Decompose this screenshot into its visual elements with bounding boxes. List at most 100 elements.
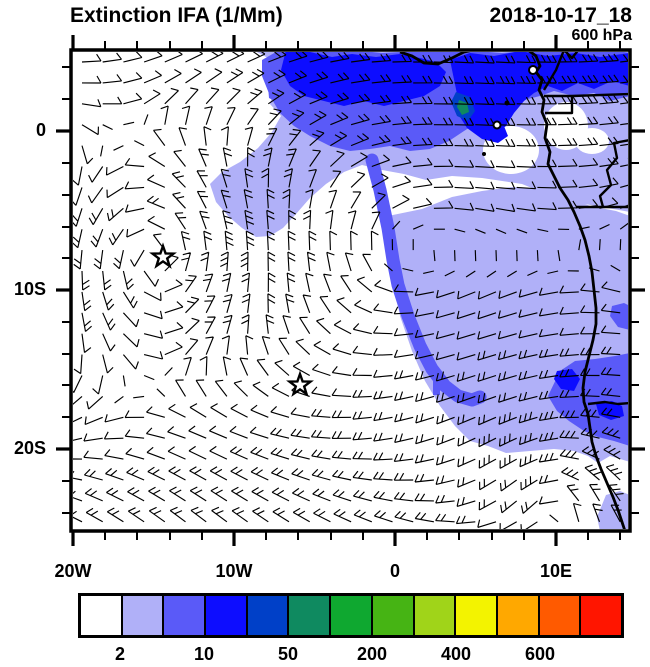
wind-barb — [283, 168, 293, 188]
wind-barb — [331, 410, 352, 419]
wind-barb — [124, 157, 145, 168]
colorbar-cell — [206, 596, 248, 635]
wind-barb — [414, 512, 434, 523]
wind-barb — [309, 149, 321, 167]
wind-barb — [477, 331, 497, 340]
wind-barb — [435, 371, 455, 382]
wind-barb — [312, 488, 331, 502]
colorbar-cell — [497, 596, 540, 635]
country-border — [545, 96, 574, 115]
wind-barb — [164, 301, 184, 314]
wind-barb — [352, 431, 372, 441]
wind-barb — [190, 506, 207, 523]
wind-barb — [559, 430, 579, 439]
wind-barb — [160, 105, 169, 125]
wind-barb — [267, 272, 276, 292]
wind-barb — [537, 159, 557, 168]
wind-barb — [164, 279, 183, 293]
wind-barb — [578, 116, 599, 126]
wind-barb — [203, 126, 212, 146]
wind-barb — [331, 431, 352, 439]
wind-barb — [124, 410, 145, 419]
wind-barb — [221, 272, 232, 293]
wind-barb — [500, 500, 518, 514]
wind-barb — [372, 452, 393, 461]
wind-barb — [122, 354, 139, 370]
wind-barb — [371, 154, 390, 168]
wind-barb — [125, 447, 145, 460]
wind-barb — [558, 158, 578, 168]
wind-barb — [153, 128, 166, 146]
wind-barb — [559, 389, 579, 398]
wind-barb — [83, 450, 103, 460]
wind-barb — [392, 95, 412, 105]
wind-barb — [373, 390, 393, 400]
wind-barb — [247, 68, 265, 84]
wind-barb — [392, 220, 401, 230]
wind-barb — [222, 314, 233, 334]
wind-barb — [143, 310, 163, 320]
colorbar-cell — [81, 596, 123, 635]
wind-barb — [538, 348, 559, 359]
wind-barb — [73, 208, 83, 227]
wind-barb — [143, 114, 149, 125]
wind-barb — [478, 414, 497, 426]
wind-barb — [129, 249, 145, 267]
colorbar-cell — [372, 596, 415, 635]
wind-barb — [520, 500, 538, 514]
wind-barb — [102, 270, 112, 291]
colorbar-cell — [456, 596, 498, 635]
wind-barb — [371, 192, 386, 209]
wind-barb — [247, 52, 266, 63]
wind-barb — [81, 291, 92, 312]
wind-barb — [164, 52, 183, 63]
wind-barb — [124, 181, 145, 190]
pressure-level-label: 600 hPa — [571, 27, 632, 44]
wind-barb — [332, 469, 352, 481]
wind-barb — [547, 270, 559, 275]
wind-barb — [222, 147, 233, 167]
wind-barb — [336, 297, 352, 314]
wind-barb — [499, 521, 517, 529]
wind-barb — [477, 291, 497, 300]
wind-barb — [241, 293, 251, 313]
shade-region — [575, 128, 609, 154]
wind-barb — [292, 507, 310, 523]
wind-barb — [134, 140, 145, 147]
wind-barb — [270, 427, 290, 439]
wind-barb — [600, 303, 621, 314]
wind-barb — [189, 466, 207, 481]
wind-barb — [454, 55, 475, 64]
wind-barb — [352, 368, 372, 377]
wind-barb — [123, 121, 135, 126]
wind-barb — [498, 392, 517, 403]
wind-barb — [538, 308, 559, 317]
wind-barb — [164, 321, 184, 335]
colorbar-cell — [581, 596, 621, 635]
wind-barb — [278, 337, 290, 355]
wind-barb — [465, 270, 476, 278]
wind-barb — [199, 210, 210, 230]
wind-barb — [537, 228, 549, 233]
wind-barb — [102, 74, 123, 84]
wind-barb — [302, 209, 312, 230]
wind-barb — [205, 336, 214, 355]
wind-barb — [516, 228, 528, 234]
wind-barb — [352, 345, 372, 356]
wind-barb — [114, 395, 124, 404]
country-border — [598, 139, 628, 208]
wind-barb — [73, 375, 83, 393]
wind-barb — [102, 312, 116, 331]
wind-barb — [270, 447, 290, 460]
wind-barb — [178, 127, 188, 146]
wind-barb — [106, 186, 124, 199]
wind-barb — [619, 239, 622, 251]
wind-barb — [86, 395, 104, 410]
wind-barb — [566, 484, 580, 502]
wind-barb — [106, 207, 124, 222]
wind-barb — [373, 432, 393, 442]
wind-barb — [143, 52, 163, 63]
wind-barb — [332, 489, 352, 502]
wind-barb — [495, 55, 516, 64]
wind-barb — [81, 53, 102, 63]
